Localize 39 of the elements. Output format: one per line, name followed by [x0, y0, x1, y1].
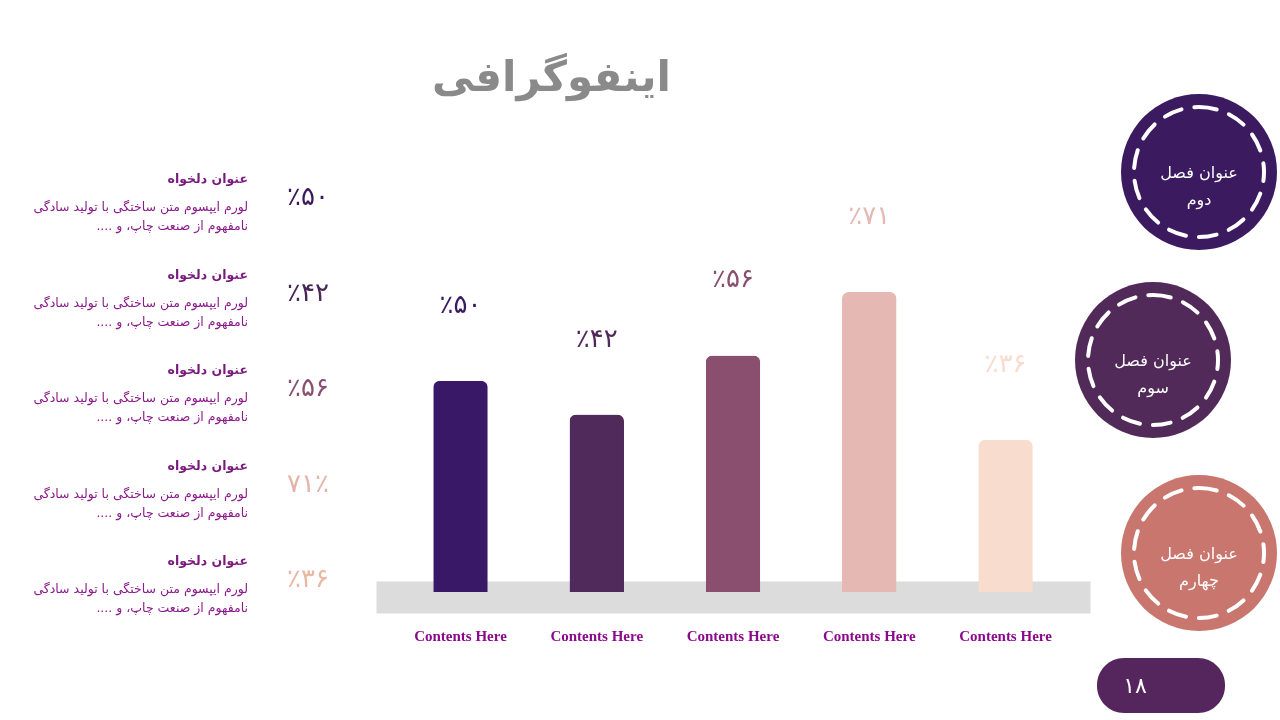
x-tick-label: Contents Here [414, 627, 508, 644]
bar [705, 355, 761, 592]
x-tick-label: Contents Here [959, 627, 1053, 644]
text: نامفهوم از صنعت چاپ، و .... [96, 313, 248, 330]
text: ٪۵۰ [287, 181, 329, 211]
x-tick-label: Contents Here [686, 627, 780, 644]
text: ٪۵۶ [287, 372, 329, 402]
text: لورم ایپسوم متن ساختگی با تولید سادگی [33, 199, 248, 215]
text: لورم ایپسوم متن ساختگی با تولید سادگی [33, 294, 248, 311]
text: نامفهوم از صنعت چاپ، و .... [96, 600, 248, 616]
text: عنوان دلخواه [167, 171, 248, 186]
x-tick-label: Contents Here [550, 627, 644, 644]
data-label: ٪۵۶ [712, 263, 754, 294]
chart-title: اینفوگرافی [432, 52, 671, 102]
text: ۷۱٪ [287, 467, 329, 498]
text: عنوان دلخواه [167, 362, 248, 377]
data-label: ٪۷۱ [848, 200, 891, 230]
bar [569, 414, 624, 592]
text: ٪۳۶ [287, 563, 329, 593]
text: ۱۸ [1123, 673, 1147, 698]
bar [978, 439, 1033, 592]
text: لورم ایپسوم متن ساختگی با تولید سادگی [33, 390, 248, 406]
text: لورم ایپسوم متن ساختگی با تولید سادگی [33, 485, 248, 502]
text: عنوان دلخواه [167, 266, 248, 282]
text: عنوان فصل دوم [1160, 163, 1238, 210]
text: نامفهوم از صنعت چاپ، و .... [96, 504, 248, 521]
text: عنوان دلخواه [167, 553, 248, 568]
text: نامفهوم از صنعت چاپ، و .... [96, 409, 248, 425]
text: ٪۴۲ [287, 276, 329, 307]
bar [842, 292, 897, 592]
text: عنوان فصل سوم [1114, 351, 1192, 398]
text: عنوان فصل چهارم [1160, 544, 1238, 591]
x-tick-label: Contents Here [822, 627, 916, 644]
data-label: ٪۵۰ [439, 288, 482, 319]
text: نامفهوم از صنعت چاپ، و .... [96, 218, 248, 234]
text: عنوان دلخواه [167, 457, 248, 473]
bar [433, 380, 488, 592]
text: لورم ایپسوم متن ساختگی با تولید سادگی [33, 581, 248, 597]
data-label: ٪۴۲ [575, 322, 618, 353]
